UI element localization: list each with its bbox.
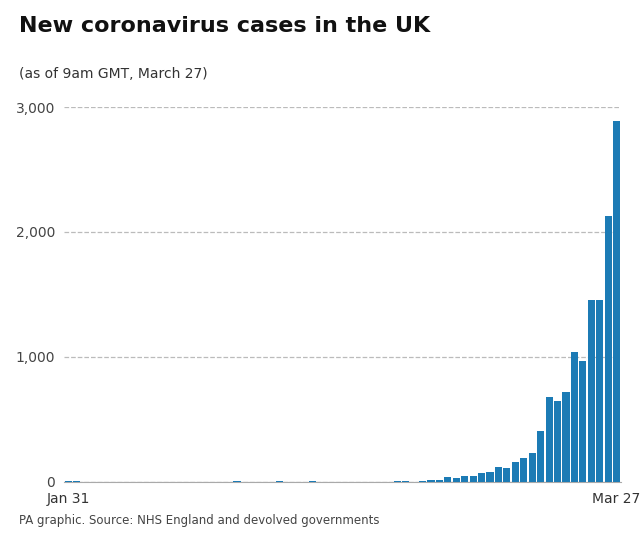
Text: (as of 9am GMT, March 27): (as of 9am GMT, March 27) (19, 67, 208, 81)
Bar (486, 472, 493, 482)
Bar (579, 361, 586, 482)
Bar (436, 480, 443, 482)
Bar (428, 480, 435, 482)
Bar (613, 121, 620, 482)
Bar (545, 397, 553, 482)
Bar (495, 467, 502, 482)
Bar (452, 478, 460, 482)
Bar (402, 480, 409, 482)
Bar (537, 431, 544, 482)
Bar (419, 481, 426, 482)
Bar (520, 458, 527, 482)
Bar (554, 401, 561, 482)
Bar (461, 476, 468, 482)
Bar (470, 476, 477, 482)
Bar (444, 477, 451, 482)
Bar (512, 462, 519, 482)
Bar (529, 454, 536, 482)
Bar (563, 392, 570, 482)
Text: PA graphic. Source: NHS England and devolved governments: PA graphic. Source: NHS England and devo… (19, 514, 380, 527)
Bar (588, 300, 595, 482)
Text: New coronavirus cases in the UK: New coronavirus cases in the UK (19, 16, 430, 36)
Bar (596, 300, 604, 482)
Bar (571, 353, 578, 482)
Bar (605, 216, 612, 482)
Bar (503, 469, 511, 482)
Bar (478, 473, 485, 482)
